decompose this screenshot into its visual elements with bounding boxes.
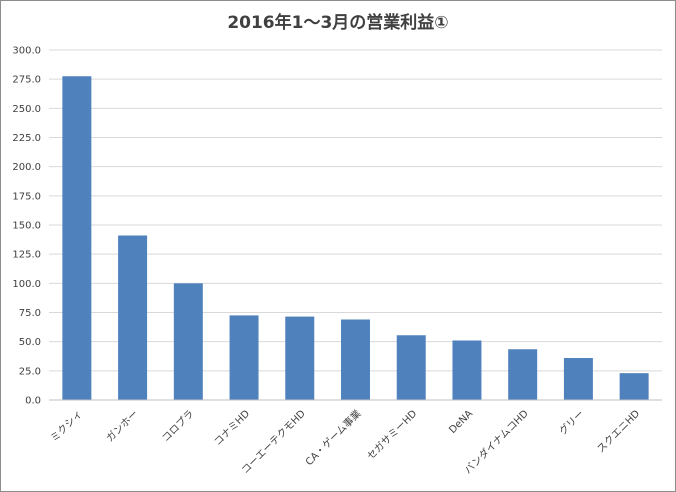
- gridlines: [49, 49, 662, 401]
- y-tick-label: 300.0: [12, 46, 41, 57]
- x-category-label: DeNA: [447, 408, 475, 436]
- y-tick-label: 100.0: [12, 279, 41, 290]
- bar: [396, 335, 426, 400]
- y-tick-label: 125.0: [12, 250, 41, 261]
- bar: [619, 373, 649, 400]
- y-tick-label: 75.0: [19, 308, 41, 319]
- x-category-label: グリー: [556, 407, 586, 437]
- bar: [508, 349, 538, 400]
- chart-title: 2016年1〜3月の営業利益①: [227, 13, 449, 33]
- bars: [62, 76, 649, 400]
- bar: [341, 319, 370, 400]
- bar: [563, 358, 593, 400]
- x-category-label: コナミHD: [212, 407, 253, 448]
- x-category-label: スクエニHD: [595, 407, 643, 455]
- y-tick-label: 0.0: [25, 396, 41, 407]
- y-tick-label: 25.0: [19, 366, 41, 377]
- x-category-label: セガサミーHD: [365, 407, 420, 462]
- bar: [173, 283, 203, 400]
- y-tick-label: 275.0: [12, 75, 41, 86]
- y-tick-label: 250.0: [12, 104, 41, 115]
- y-tick-label: 200.0: [12, 162, 41, 173]
- y-tick-label: 175.0: [12, 191, 41, 202]
- bar: [62, 76, 92, 400]
- bar: [285, 316, 315, 400]
- y-tick-label: 225.0: [12, 133, 41, 144]
- bar: [118, 235, 148, 400]
- x-category-label: CA・ゲーム事業: [302, 407, 363, 468]
- x-category-label: コロプラ: [160, 408, 197, 445]
- bar: [452, 340, 482, 400]
- bar: [229, 315, 259, 400]
- y-tick-label: 50.0: [19, 337, 41, 348]
- x-category-label: ミクシィ: [48, 408, 85, 445]
- x-category-label: ガンホー: [104, 408, 141, 445]
- y-tick-label: 150.0: [12, 221, 41, 232]
- y-axis-ticks: 0.0 25.0 50.0 75.0 100.0 125.0 150.0 175.0 200.0…: [12, 46, 41, 407]
